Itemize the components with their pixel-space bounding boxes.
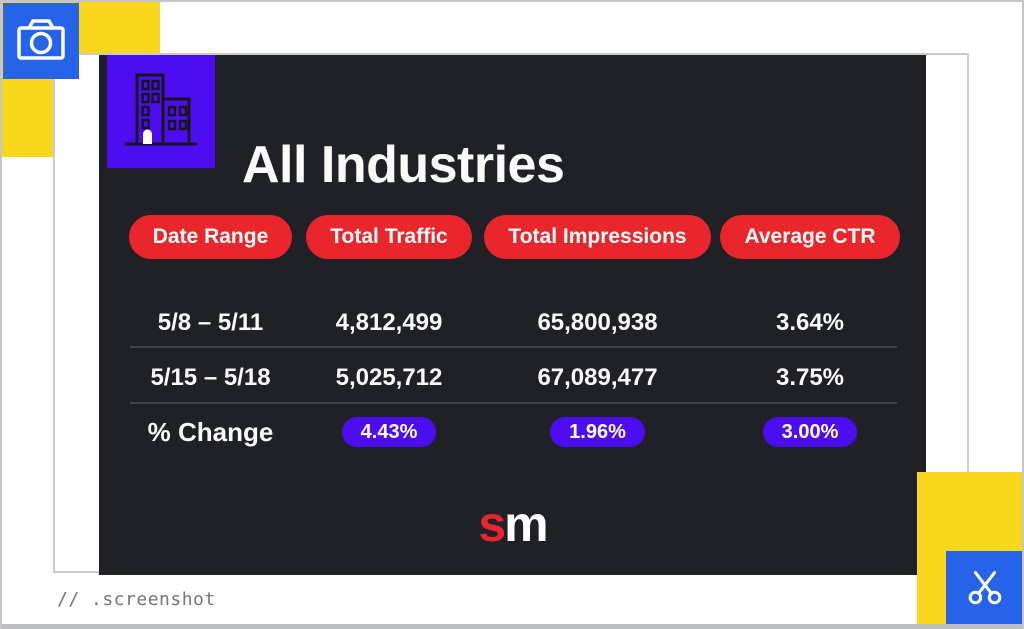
camera-icon xyxy=(15,15,67,68)
change-badge-ctr: 3.00% xyxy=(762,417,858,447)
column-header-average-ctr: Average CTR xyxy=(720,215,900,259)
logo-letter-m: m xyxy=(504,496,548,552)
cell-total-impressions: 65,800,938 xyxy=(537,308,658,336)
table-row: 5/8 – 5/11 4,812,499 65,800,938 3.64% xyxy=(99,300,926,345)
row-divider xyxy=(130,346,897,348)
camera-badge xyxy=(3,3,79,79)
cell-average-ctr: 3.75% xyxy=(775,363,845,391)
building-icon xyxy=(122,68,200,155)
scissors-badge xyxy=(946,551,1024,625)
cell-date-range: 5/15 – 5/18 xyxy=(150,363,271,391)
table-row: 5/15 – 5/18 5,025,712 67,089,477 3.75% xyxy=(99,355,926,400)
cell-date-range: 5/8 – 5/11 xyxy=(157,308,264,336)
cell-total-traffic: 4,812,499 xyxy=(335,308,443,336)
column-header-total-traffic: Total Traffic xyxy=(306,215,472,259)
scissors-icon xyxy=(962,563,1008,614)
percent-change-label: % Change xyxy=(147,416,274,447)
sm-logo: sm xyxy=(99,499,926,549)
row-divider xyxy=(130,402,897,404)
cell-total-impressions: 67,089,477 xyxy=(537,363,658,391)
change-badge-impressions: 1.96% xyxy=(550,417,645,447)
screenshot-caption: // .screenshot xyxy=(57,589,216,610)
industry-badge xyxy=(107,55,215,168)
page-title: All Industries xyxy=(242,136,565,194)
column-header-total-impressions: Total Impressions xyxy=(484,215,711,259)
cell-average-ctr: 3.64% xyxy=(775,308,845,336)
column-header-date-range: Date Range xyxy=(128,215,293,259)
table-header-row: Date Range Total Traffic Total Impressio… xyxy=(99,215,926,259)
cell-total-traffic: 5,025,712 xyxy=(335,363,443,391)
change-badge-traffic: 4.43% xyxy=(341,417,437,447)
stats-card: All Industries Date Range Total Traffic … xyxy=(99,55,926,575)
bottom-bar xyxy=(0,624,1024,629)
percent-change-row: % Change 4.43% 1.96% 3.00% xyxy=(99,410,926,454)
logo-letter-s: s xyxy=(478,496,506,552)
